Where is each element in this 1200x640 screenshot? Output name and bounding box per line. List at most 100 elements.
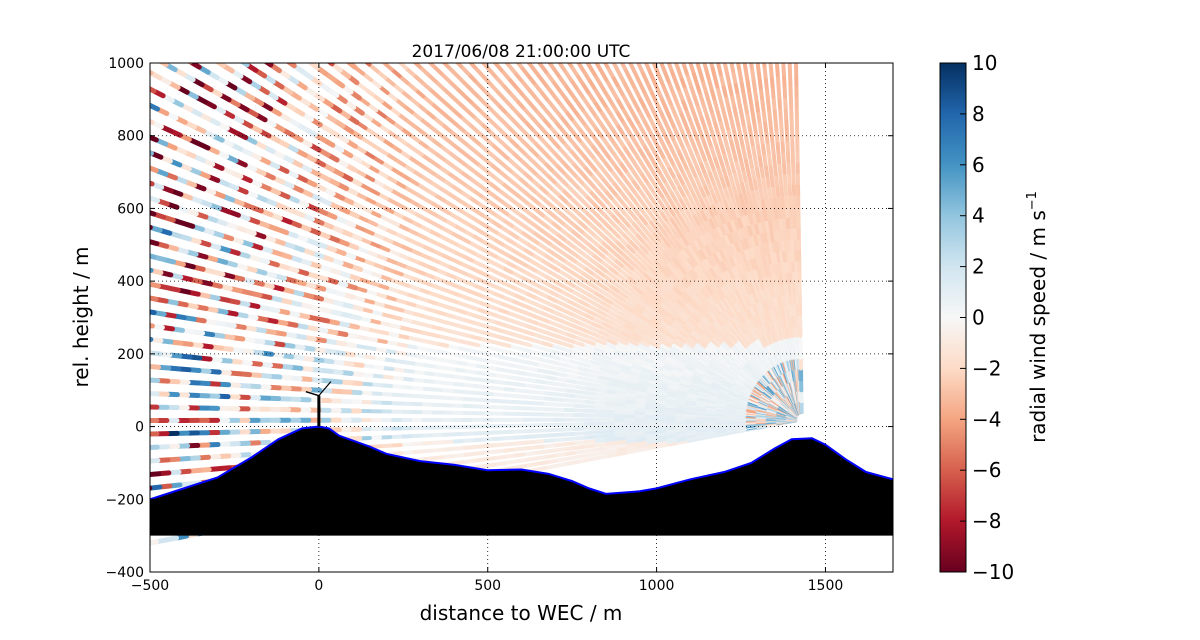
scan-segment — [497, 363, 506, 365]
scan-segment — [635, 192, 640, 199]
scan-segment — [308, 46, 315, 51]
scan-segment — [200, 144, 208, 148]
scan-segment — [435, 67, 442, 73]
scan-segment — [195, 267, 204, 269]
scan-segment — [470, 243, 478, 247]
scan-segment — [313, 120, 321, 125]
scan-segment — [778, 230, 779, 239]
scan-segment — [449, 240, 457, 244]
scan-segment — [201, 115, 209, 119]
scan-segment — [243, 242, 251, 245]
scan-segment — [566, 156, 572, 163]
scan-segment — [761, 133, 762, 142]
scan-segment — [161, 486, 170, 487]
scan-segment — [293, 292, 302, 294]
scan-segment — [484, 289, 492, 292]
scan-segment — [264, 342, 273, 343]
scan-segment — [472, 138, 479, 144]
scan-segment — [367, 291, 375, 293]
scan-segment — [731, 118, 733, 127]
scan-segment — [403, 452, 412, 453]
scan-segment — [779, 98, 780, 107]
scan-segment — [512, 172, 519, 178]
scan-segment — [281, 115, 289, 120]
scan-segment — [381, 217, 389, 221]
scan-segment — [449, 153, 456, 158]
scan-segment — [225, 112, 233, 116]
scan-segment — [757, 57, 758, 66]
scan-segment — [571, 198, 578, 204]
scan-segment — [583, 71, 588, 79]
scan-segment — [172, 162, 180, 165]
scan-segment — [446, 221, 454, 225]
scan-segment — [647, 82, 651, 90]
scan-segment — [485, 138, 492, 144]
scan-segment — [453, 441, 462, 442]
scan-segment — [539, 359, 548, 361]
scan-segment — [537, 370, 546, 372]
scan-segment — [419, 142, 426, 147]
scan-segment — [251, 154, 259, 158]
scan-segment — [383, 102, 390, 107]
scan-segment — [274, 152, 282, 156]
scan-segment — [271, 376, 280, 377]
scan-segment — [436, 154, 443, 159]
scan-segment — [562, 349, 570, 351]
scan-segment — [611, 363, 619, 365]
scan-segment — [319, 68, 326, 73]
scan-segment — [388, 199, 396, 203]
scan-segment — [388, 288, 396, 291]
scan-segment — [454, 462, 463, 463]
scan-segment — [661, 63, 664, 72]
scan-segment — [551, 244, 558, 249]
scan-segment — [501, 344, 510, 346]
scan-segment — [422, 324, 431, 326]
scan-segment — [187, 305, 196, 307]
scan-segment — [513, 334, 521, 336]
scan-segment — [425, 365, 434, 366]
scan-segment — [558, 369, 567, 371]
scan-segment — [477, 82, 483, 89]
scan-segment — [515, 460, 524, 461]
scan-segment — [200, 294, 209, 296]
scan-segment — [741, 160, 743, 169]
scan-segment — [625, 434, 634, 435]
scan-segment — [463, 327, 472, 329]
scan-segment — [765, 188, 766, 197]
scan-segment — [536, 376, 545, 377]
scan-segment — [515, 455, 524, 456]
scan-segment — [505, 377, 514, 378]
y-tick-label: 0 — [135, 420, 144, 436]
scan-segment — [503, 401, 512, 402]
scan-segment — [475, 372, 484, 373]
scan-segment — [608, 219, 614, 226]
scan-segment — [665, 183, 670, 191]
scan-segment — [242, 291, 251, 293]
scan-segment — [142, 225, 150, 227]
scan-segment — [683, 184, 687, 192]
scan-segment — [657, 53, 660, 62]
scan-segment — [509, 256, 517, 260]
scan-segment — [483, 400, 492, 401]
scan-segment — [784, 251, 785, 260]
scan-segment — [713, 44, 715, 53]
scan-segment — [470, 299, 478, 302]
scan-segment — [239, 303, 248, 305]
scan-segment — [495, 457, 504, 458]
scan-segment — [524, 109, 530, 116]
scan-segment — [487, 313, 495, 316]
scan-segment — [320, 175, 328, 179]
scan-segment — [391, 55, 398, 61]
scan-segment — [547, 194, 554, 200]
scan-segment — [523, 337, 531, 339]
scan-segment — [134, 177, 142, 180]
scan-segment — [512, 250, 520, 255]
scan-segment — [196, 127, 204, 131]
scan-segment — [769, 154, 770, 163]
scan-segment — [511, 190, 518, 196]
scan-segment — [293, 357, 302, 358]
scan-segment — [295, 109, 303, 114]
scan-segment — [372, 446, 381, 447]
scan-segment — [559, 296, 567, 300]
scan-segment — [594, 403, 603, 404]
